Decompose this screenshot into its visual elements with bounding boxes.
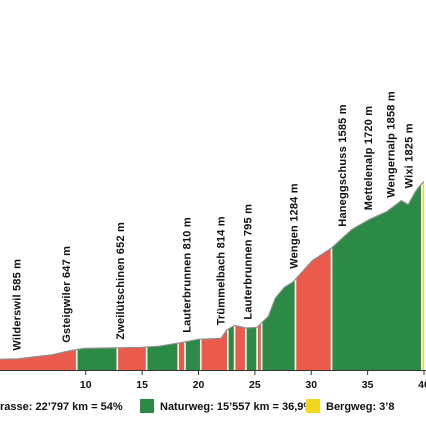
x-tick-label-15: 15 xyxy=(136,379,148,391)
profile-outline xyxy=(0,181,425,360)
profile-segment-strasse-8 xyxy=(234,325,246,370)
place-label-6: Lauterbrunnen 795 m xyxy=(243,204,255,320)
profile-segment-strasse-10 xyxy=(257,322,262,370)
place-label-11: Wixi 1825 m xyxy=(404,123,416,188)
profile-segment-naturweg-13 xyxy=(331,183,422,370)
place-label-7: Wengen 1284 m xyxy=(289,183,301,269)
profile-segment-strasse-6 xyxy=(200,329,228,370)
legend-label-naturweg: Naturweg: 15’557 km = 36,9% xyxy=(160,401,313,413)
profile-segment-naturweg-1 xyxy=(76,347,118,370)
place-label-10: Wengernalp 1858 m xyxy=(386,91,398,198)
legend-swatch-naturweg xyxy=(140,399,154,413)
place-label-3: Zweilütschinen 652 m xyxy=(115,222,127,340)
x-tick-label-20: 20 xyxy=(193,379,205,391)
profile-segment-naturweg-9 xyxy=(245,327,258,370)
x-tick-label-35: 35 xyxy=(362,379,374,391)
place-label-4: Lauterbrunnen 810 m xyxy=(182,217,194,333)
x-tick-label-10: 10 xyxy=(80,379,92,391)
profile-segment-naturweg-5 xyxy=(185,339,201,370)
profile-segment-naturweg-3 xyxy=(146,343,179,370)
profile-segment-strasse-2 xyxy=(117,347,147,370)
profile-segment-naturweg-11 xyxy=(261,279,296,370)
profile-segment-strasse-12 xyxy=(295,248,332,370)
legend-label-strasse: rasse: 22’797 km = 54% xyxy=(0,401,123,413)
place-label-1: Wilderswil 585 m xyxy=(11,259,23,351)
legend-label-bergweg: Bergweg: 3’8 xyxy=(326,401,394,413)
place-label-2: Gsteigwiler 647 m xyxy=(61,246,73,343)
x-tick-label-40: 40 xyxy=(418,379,426,391)
profile-segment-strasse-0 xyxy=(0,349,77,370)
x-tick-label-30: 30 xyxy=(305,379,317,391)
legend-swatch-bergweg xyxy=(306,399,320,413)
profile-segment-strasse-4 xyxy=(178,341,185,370)
place-label-5: Trümmelbach 814 m xyxy=(215,216,227,325)
profile-segment-naturweg-7 xyxy=(227,325,235,370)
x-tick-label-25: 25 xyxy=(249,379,261,391)
place-label-9: Mettelenalp 1720 m xyxy=(363,106,375,210)
place-label-8: Haneggschuss 1585 m xyxy=(337,104,349,226)
